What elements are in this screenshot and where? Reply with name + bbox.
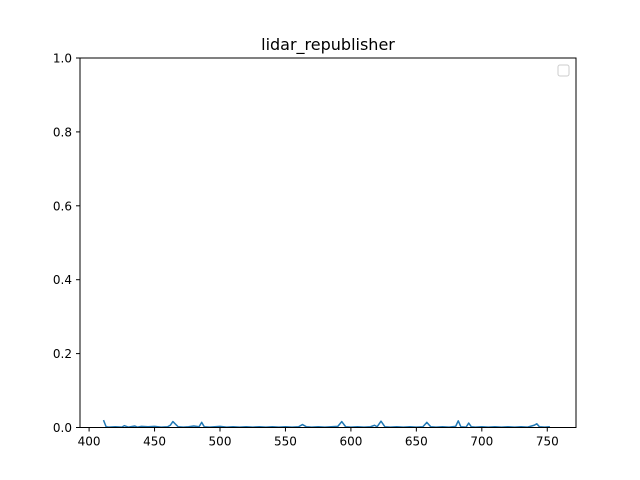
y-tick-label: 0.8 xyxy=(53,125,72,139)
y-tick-label: 0.6 xyxy=(53,199,72,213)
x-tick-label: 500 xyxy=(209,435,232,449)
x-tick-label: 400 xyxy=(78,435,101,449)
series-line xyxy=(102,419,550,428)
y-axis: 0.0 0.2 0.4 0.6 0.8 1.0 xyxy=(53,52,80,435)
x-tick-label: 550 xyxy=(274,435,297,449)
x-tick-label: 750 xyxy=(536,435,559,449)
y-tick-label: 0.0 xyxy=(53,421,72,435)
y-tick-label: 0.4 xyxy=(53,273,72,287)
legend-box[interactable] xyxy=(557,64,570,77)
y-tick-label: 1.0 xyxy=(53,52,72,66)
x-axis: 400 450 500 550 600 650 700 750 xyxy=(78,427,559,449)
x-tick-label: 600 xyxy=(339,435,362,449)
x-tick-label: 650 xyxy=(405,435,428,449)
axes-frame xyxy=(79,57,577,428)
x-tick-label: 450 xyxy=(143,435,166,449)
x-tick-label: 700 xyxy=(470,435,493,449)
chart-title: lidar_republisher xyxy=(261,35,395,55)
y-tick-label: 0.2 xyxy=(53,347,72,361)
plot-area xyxy=(102,419,550,428)
